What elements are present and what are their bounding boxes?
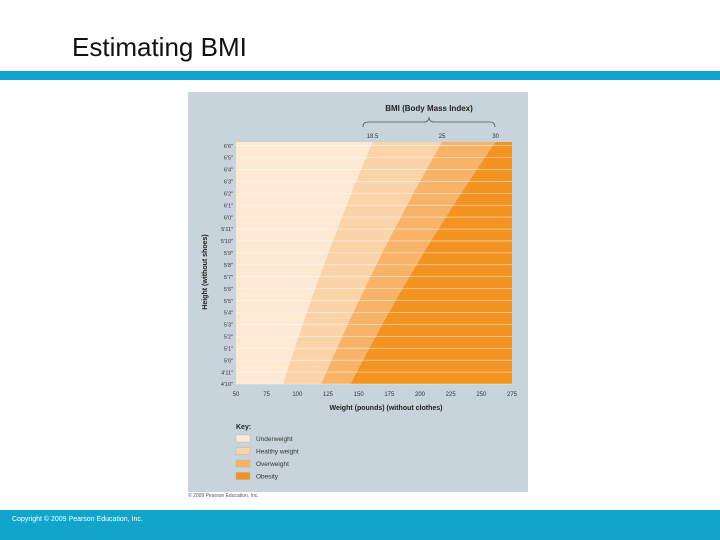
footer-copyright: Copyright © 2009 Pearson Education, Inc. xyxy=(12,516,143,523)
figure-credit: © 2009 Pearson Education, Inc. xyxy=(188,493,259,499)
y-tick-label: 5'0" xyxy=(224,358,233,364)
legend-swatch xyxy=(235,434,251,443)
key-title: Key: xyxy=(236,424,251,431)
y-tick-label: 4'11" xyxy=(221,370,233,376)
legend-label: Overweight xyxy=(256,461,289,468)
x-tick-label: 175 xyxy=(384,392,395,398)
legend-label: Underweight xyxy=(256,436,293,443)
x-tick-label: 275 xyxy=(507,392,518,398)
slide-title: Estimating BMI xyxy=(72,32,247,62)
y-tick-label: 6'0" xyxy=(224,215,233,221)
height-gridlines xyxy=(236,145,512,385)
x-tick-label: 225 xyxy=(446,392,457,398)
legend-swatch xyxy=(235,472,251,480)
y-tick-label: 6'3" xyxy=(224,180,233,186)
y-tick-label: 5'10" xyxy=(221,239,233,245)
x-tick-label: 200 xyxy=(415,392,426,398)
x-tick-label: 125 xyxy=(323,392,334,398)
y-tick-label: 6'1" xyxy=(224,203,233,209)
x-tick-label: 50 xyxy=(233,392,240,398)
y-tick-label: 5'2" xyxy=(224,335,233,341)
bmi-regions xyxy=(283,142,512,384)
x-axis-label: Weight (pounds) (without clothes) xyxy=(329,405,442,412)
chart-title: BMI (Body Mass Index) xyxy=(385,104,473,113)
legend-swatch xyxy=(235,447,251,455)
y-axis-label: Height (without shoes) xyxy=(202,234,209,309)
x-axis-ticks: 50 75 100 125 150 175 200 225 250 275 xyxy=(233,392,518,398)
y-tick-label: 5'9" xyxy=(224,251,233,257)
bmi-threshold-label: 25 xyxy=(439,134,446,140)
bmi-chart: 4'10" 4'11" 5'0" 5'1" 5'2" 5'3" 5'4" 5'5" 5'6" 5'… xyxy=(202,104,518,481)
x-tick-label: 150 xyxy=(354,392,365,398)
footer-bar xyxy=(0,510,720,540)
x-tick-label: 100 xyxy=(292,392,303,398)
bmi-threshold-label: 30 xyxy=(492,134,499,140)
bmi-threshold-labels: 18.5 25 30 xyxy=(367,134,500,140)
y-tick-label: 5'8" xyxy=(224,263,233,269)
title-divider-bar xyxy=(0,71,720,80)
legend-label: Healthy weight xyxy=(256,449,299,456)
y-tick-label: 6'2" xyxy=(224,191,233,197)
legend-swatch xyxy=(235,459,251,468)
y-tick-label: 5'7" xyxy=(224,275,233,281)
obesity-region xyxy=(350,142,512,384)
y-tick-label: 5'3" xyxy=(224,323,233,329)
bmi-chart-panel: 4'10" 4'11" 5'0" 5'1" 5'2" 5'3" 5'4" 5'5" 5'6" 5'… xyxy=(188,92,528,492)
y-tick-label: 5'5" xyxy=(224,299,233,305)
y-tick-label: 5'6" xyxy=(224,287,233,293)
x-tick-label: 75 xyxy=(263,392,270,398)
y-tick-label: 6'4" xyxy=(224,168,233,174)
y-tick-label: 5'11" xyxy=(221,227,233,233)
x-tick-label: 250 xyxy=(476,392,487,398)
bmi-brace xyxy=(362,116,496,128)
y-tick-label: 6'5" xyxy=(224,156,233,162)
legend: Underweight Healthy weight Overweight Obesi… xyxy=(235,434,299,481)
y-tick-label: 5'1" xyxy=(224,346,233,352)
y-axis-ticks: 4'10" 4'11" 5'0" 5'1" 5'2" 5'3" 5'4" 5'5" 5'6" 5'… xyxy=(221,144,233,388)
legend-label: Obesity xyxy=(256,474,279,481)
y-tick-label: 4'10" xyxy=(221,382,233,388)
bmi-threshold-label: 18.5 xyxy=(367,134,379,140)
y-tick-label: 5'4" xyxy=(224,311,233,317)
y-tick-label: 6'6" xyxy=(224,144,233,150)
